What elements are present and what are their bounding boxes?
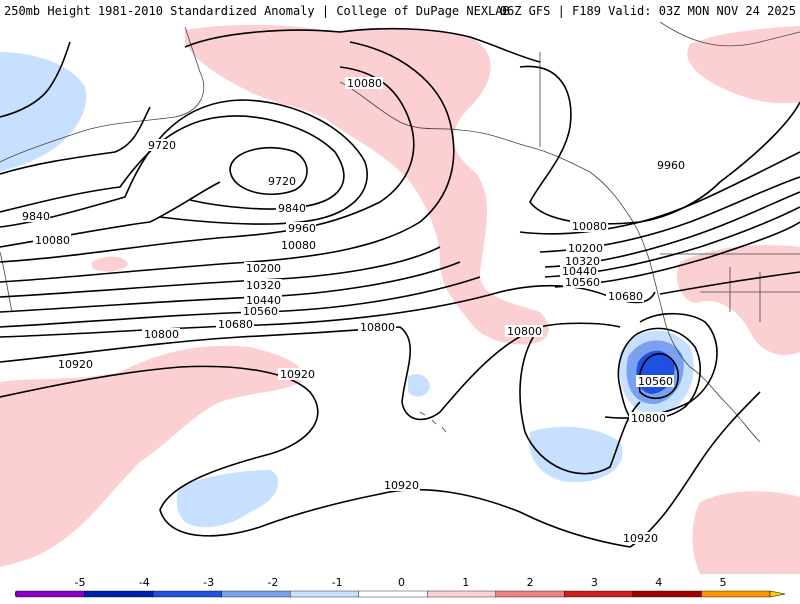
contour-label: 10680 — [608, 290, 643, 303]
colorbar-segment — [16, 591, 85, 597]
colorbar-segment — [153, 591, 222, 597]
colorbar-segment — [222, 591, 291, 597]
contour-label: 9720 — [148, 139, 176, 152]
model-run-info: 06Z GFS | F189 Valid: 03Z MON NOV 24 202… — [500, 0, 796, 22]
contour-label: 10560 — [243, 305, 278, 318]
colorbar-tick-label: 4 — [655, 576, 662, 589]
colorbar-segment — [290, 591, 359, 597]
anomaly-colorbar: -5 -4 -3 -2 -1 0 1 2 3 4 5 — [0, 574, 800, 600]
colorbar-segment — [564, 591, 633, 597]
contour-label: 10200 — [246, 262, 281, 275]
header-bar: 250mb Height 1981-2010 Standardized Anom… — [0, 0, 800, 22]
contour-label: 10920 — [623, 532, 658, 545]
contour-label: 10800 — [507, 325, 542, 338]
contour-label: 10080 — [281, 239, 316, 252]
contour-label: 10800 — [144, 328, 179, 341]
colorbar-segment — [701, 591, 770, 597]
colorbar-tick-labels: -5 -4 -3 -2 -1 0 1 2 3 4 5 — [75, 576, 727, 589]
contour-label: 10560 — [638, 375, 673, 388]
contour-label: 10560 — [565, 276, 600, 289]
colorbar-segment — [496, 591, 565, 597]
contour-label: 9720 — [268, 175, 296, 188]
contour-label: 10080 — [572, 220, 607, 233]
colorbar-tick-label: 0 — [398, 576, 405, 589]
mexico-anomaly — [693, 491, 800, 574]
colorbar-tick-label: 2 — [527, 576, 534, 589]
contour-label: 10080 — [35, 234, 70, 247]
colorbar-panel: -5 -4 -3 -2 -1 0 1 2 3 4 5 — [0, 574, 800, 600]
contour-label: 9960 — [657, 159, 685, 172]
colorbar-segment — [359, 591, 428, 597]
contour-label: 10920 — [280, 368, 315, 381]
colorbar-tick-label: 3 — [591, 576, 598, 589]
contour-label: 9840 — [22, 210, 50, 223]
contour-label: 10800 — [360, 321, 395, 334]
colorbar-tick-label: 5 — [720, 576, 727, 589]
contour-label: 10080 — [347, 77, 382, 90]
contour-label: 10680 — [218, 318, 253, 331]
colorbar-tick-label: 1 — [462, 576, 469, 589]
colorbar-segment — [85, 591, 154, 597]
contour-label: 9960 — [288, 222, 316, 235]
colorbar-tick-label: -5 — [75, 576, 86, 589]
colorbar-tick-label: -4 — [139, 576, 150, 589]
anomaly-map: 9720 9720 9840 9840 9960 9960 10080 1008… — [0, 22, 800, 574]
colorbar-segment — [770, 591, 785, 597]
contour-label: 10800 — [631, 412, 666, 425]
contour-label: 10320 — [246, 279, 281, 292]
colorbar-tick-label: -2 — [267, 576, 278, 589]
contour-label: 10920 — [384, 479, 419, 492]
colorbar-tick-label: -1 — [332, 576, 343, 589]
colorbar-segments — [15, 591, 785, 597]
colorbar-segment — [427, 591, 496, 597]
map-title: 250mb Height 1981-2010 Standardized Anom… — [4, 0, 510, 22]
contour-label: 10200 — [568, 242, 603, 255]
contour-label: 9840 — [278, 202, 306, 215]
colorbar-tick-label: -3 — [203, 576, 214, 589]
contour-label: 10920 — [58, 358, 93, 371]
colorbar-segment — [633, 591, 702, 597]
